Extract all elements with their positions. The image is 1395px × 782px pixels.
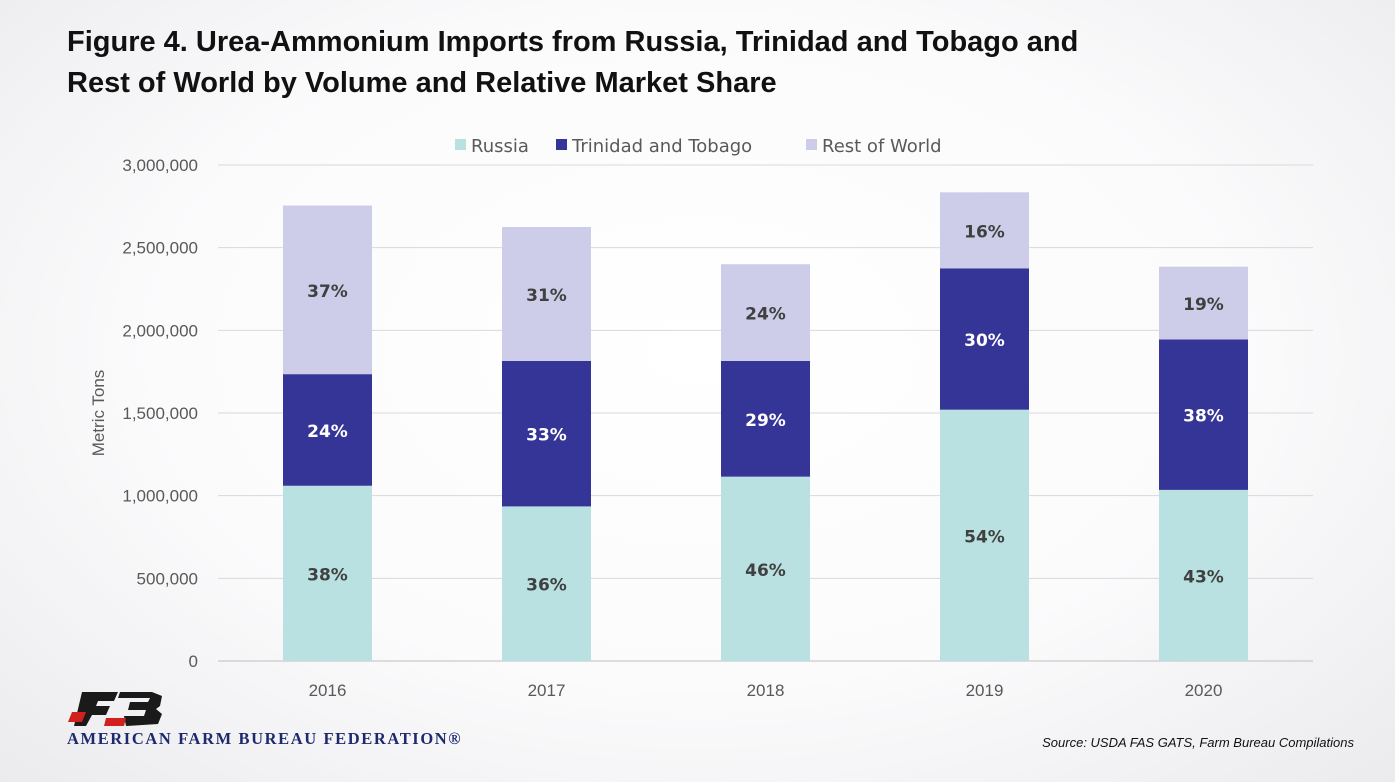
legend-label: Rest of World bbox=[822, 136, 942, 157]
data-label: 46% bbox=[745, 561, 786, 581]
legend-label: Trinidad and Tobago bbox=[571, 136, 752, 157]
data-label: 43% bbox=[1183, 567, 1224, 587]
bar-segment bbox=[940, 192, 1029, 269]
data-label: 19% bbox=[1183, 295, 1224, 315]
data-label: 29% bbox=[745, 411, 786, 431]
legend-swatch bbox=[455, 139, 466, 150]
legend-label: Russia bbox=[471, 136, 529, 157]
data-label: 54% bbox=[964, 527, 1005, 547]
y-tick-label: 0 bbox=[189, 652, 198, 671]
data-label: 24% bbox=[307, 422, 348, 442]
y-tick-label: 1,500,000 bbox=[122, 404, 198, 423]
x-tick-label: 2016 bbox=[309, 681, 347, 700]
data-label: 30% bbox=[964, 331, 1005, 351]
title-line-2: Rest of World by Volume and Relative Mar… bbox=[67, 67, 777, 99]
data-label: 36% bbox=[526, 576, 567, 596]
data-label: 37% bbox=[307, 282, 348, 302]
y-tick-label: 1,000,000 bbox=[122, 487, 198, 506]
y-tick-label: 2,000,000 bbox=[122, 321, 198, 340]
bar-segment bbox=[283, 205, 372, 375]
y-tick-label: 2,500,000 bbox=[122, 239, 198, 258]
data-label: 24% bbox=[745, 305, 786, 325]
legend-swatch bbox=[806, 139, 817, 150]
x-tick-label: 2020 bbox=[1185, 681, 1223, 700]
bar-segment bbox=[502, 360, 591, 507]
data-label: 38% bbox=[1183, 407, 1224, 427]
x-axis-ticks: 2016 2017 2018 2019 2020 bbox=[309, 681, 1223, 700]
bar-segment bbox=[940, 268, 1029, 410]
bar-segment bbox=[283, 374, 372, 486]
bar-segment bbox=[502, 506, 591, 661]
legend-swatch bbox=[556, 139, 567, 150]
farm-bureau-logo-icon bbox=[68, 692, 162, 726]
bar-segment bbox=[940, 409, 1029, 661]
y-tick-label: 500,000 bbox=[137, 569, 198, 588]
source-note: Source: USDA FAS GATS, Farm Bureau Compi… bbox=[1042, 735, 1354, 750]
y-tick-label: 3,000,000 bbox=[122, 156, 198, 175]
bar-segment bbox=[721, 476, 810, 661]
organization-name: AMERICAN FARM BUREAU FEDERATION® bbox=[67, 729, 463, 748]
y-axis-ticks: 0 500,000 1,000,000 1,500,000 2,000,000 2,500… bbox=[122, 156, 198, 671]
bar-segment bbox=[1159, 489, 1248, 661]
data-label: 33% bbox=[526, 426, 567, 446]
bar-segment bbox=[721, 264, 810, 361]
bar-segment bbox=[1159, 266, 1248, 340]
bar-segment bbox=[502, 227, 591, 361]
bar-segment bbox=[283, 485, 372, 661]
data-label: 38% bbox=[307, 565, 348, 585]
bars: 38% 24% 37% 36% 33% 31% 46% 29% 24% 54% 30% 16% 43% 3… bbox=[283, 192, 1248, 661]
chart-title: Figure 4. Urea-Ammonium Imports from Rus… bbox=[67, 22, 1267, 104]
x-tick-label: 2017 bbox=[528, 681, 566, 700]
title-line-1: Figure 4. Urea-Ammonium Imports from Rus… bbox=[67, 26, 1079, 58]
x-tick-label: 2019 bbox=[966, 681, 1004, 700]
data-label: 31% bbox=[526, 286, 567, 306]
bar-segment bbox=[1159, 339, 1248, 490]
y-axis-label: Metric Tons bbox=[89, 370, 108, 457]
x-tick-label: 2018 bbox=[747, 681, 785, 700]
legend: Russia Trinidad and Tobago Rest of World bbox=[455, 136, 942, 157]
data-label: 16% bbox=[964, 222, 1005, 242]
bar-segment bbox=[721, 360, 810, 477]
